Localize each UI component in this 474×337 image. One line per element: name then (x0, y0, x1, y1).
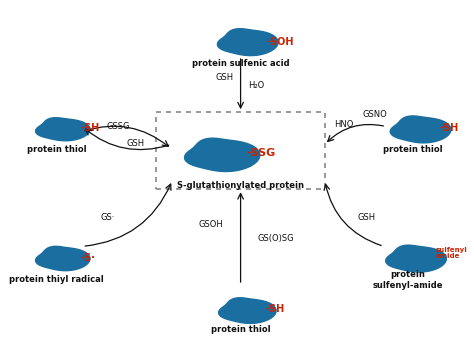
Polygon shape (218, 29, 278, 56)
Text: H₂O: H₂O (248, 81, 264, 90)
Text: GSOH: GSOH (199, 220, 223, 229)
Text: GSH: GSH (215, 73, 233, 82)
Polygon shape (36, 118, 90, 141)
Text: GSNO: GSNO (363, 110, 387, 119)
Text: S-glutathionylated protein: S-glutathionylated protein (177, 181, 304, 190)
Polygon shape (219, 298, 276, 324)
Text: -SOH: -SOH (267, 37, 294, 47)
Bar (156, 112, 325, 189)
Text: GS·: GS· (100, 213, 115, 222)
Text: GS(O)SG: GS(O)SG (258, 234, 294, 243)
Polygon shape (184, 138, 260, 172)
Text: GSH: GSH (358, 213, 376, 222)
Text: -S·: -S· (81, 253, 95, 264)
Text: protein
sulfenyl-amide: protein sulfenyl-amide (373, 270, 443, 289)
Polygon shape (36, 246, 90, 271)
Text: -SSG: -SSG (246, 148, 275, 158)
Text: -SH: -SH (440, 123, 459, 133)
Text: protein thiol: protein thiol (211, 325, 270, 334)
Text: HNO: HNO (334, 120, 353, 129)
Text: protein thiyl radical: protein thiyl radical (9, 275, 104, 284)
Text: protein sulfenic acid: protein sulfenic acid (192, 59, 290, 68)
Text: sulfenyl
amide: sulfenyl amide (435, 247, 467, 259)
Text: protein thiol: protein thiol (383, 145, 442, 154)
Text: GSH: GSH (126, 139, 144, 148)
Text: -SH: -SH (81, 123, 100, 133)
Polygon shape (386, 245, 447, 272)
Text: -SH: -SH (265, 304, 285, 314)
Text: protein thiol: protein thiol (27, 145, 86, 154)
Text: GSSG: GSSG (107, 122, 130, 131)
Polygon shape (390, 116, 451, 143)
